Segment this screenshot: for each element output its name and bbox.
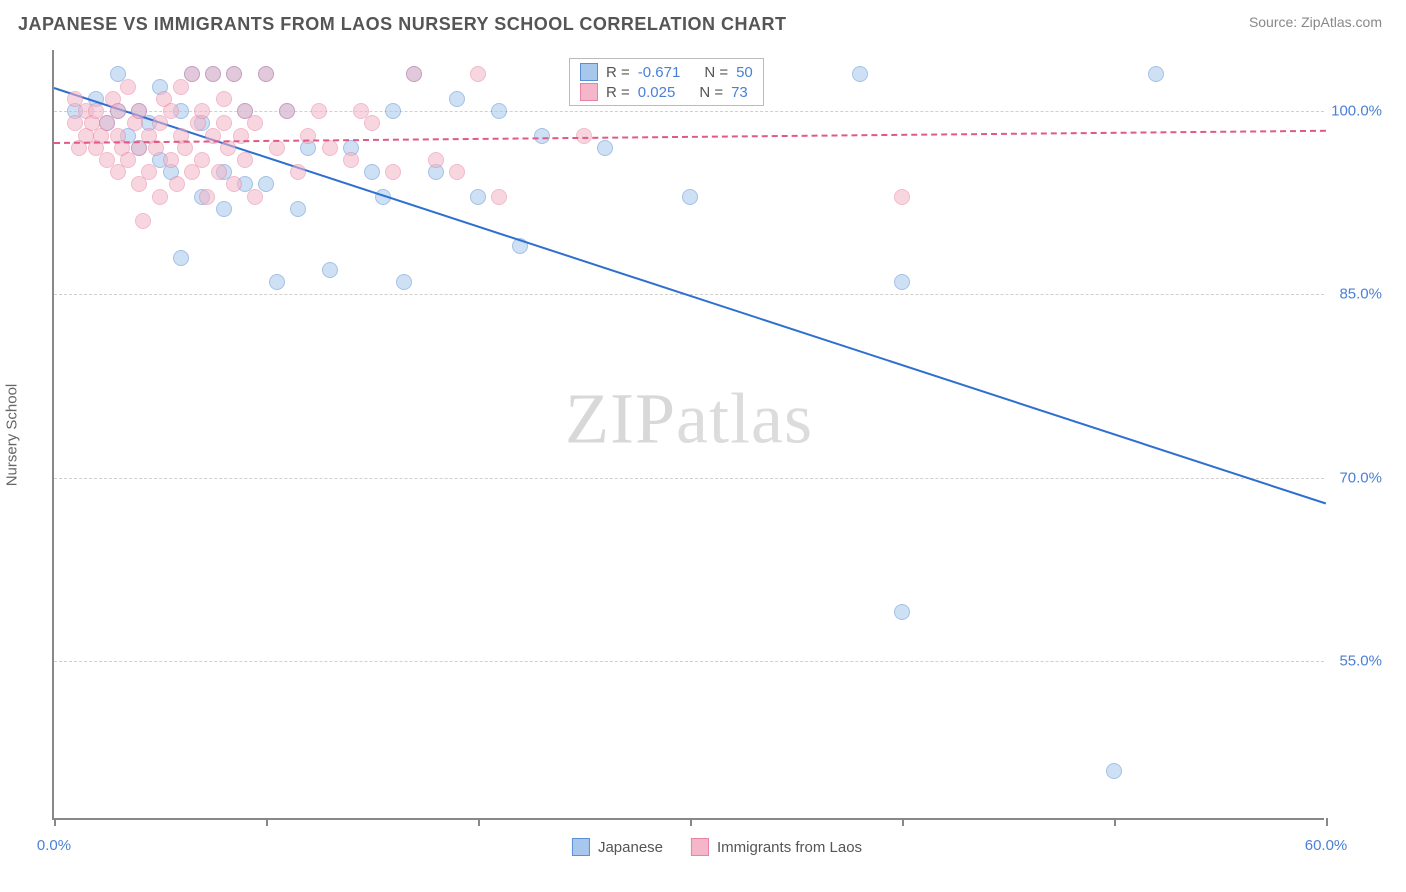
y-axis-label: Nursery School: [4, 384, 21, 487]
data-point: [1106, 763, 1122, 779]
data-point: [216, 115, 232, 131]
data-point: [385, 164, 401, 180]
data-point: [894, 604, 910, 620]
gridline: [54, 661, 1324, 662]
data-point: [322, 140, 338, 156]
x-tick: [1114, 818, 1116, 826]
y-tick-label: 100.0%: [1331, 103, 1382, 120]
y-tick-label: 55.0%: [1339, 653, 1382, 670]
data-point: [597, 140, 613, 156]
chart-container: Nursery School ZIPatlas 55.0%70.0%85.0%1…: [52, 50, 1382, 820]
legend-swatch: [572, 838, 590, 856]
data-point: [216, 201, 232, 217]
data-point: [322, 262, 338, 278]
data-point: [135, 213, 151, 229]
data-point: [894, 274, 910, 290]
data-point: [211, 164, 227, 180]
data-point: [290, 164, 306, 180]
data-point: [269, 140, 285, 156]
n-label: N =: [704, 64, 728, 81]
data-point: [226, 66, 242, 82]
legend-swatch: [580, 63, 598, 81]
data-point: [576, 128, 592, 144]
data-point: [110, 103, 126, 119]
data-point: [894, 189, 910, 205]
data-point: [343, 152, 359, 168]
data-point: [290, 201, 306, 217]
data-point: [364, 164, 380, 180]
data-point: [194, 152, 210, 168]
chart-title: JAPANESE VS IMMIGRANTS FROM LAOS NURSERY…: [18, 14, 787, 35]
legend-item: Japanese: [572, 838, 663, 856]
data-point: [449, 91, 465, 107]
data-point: [279, 103, 295, 119]
x-tick-label: 60.0%: [1305, 837, 1348, 854]
data-point: [1148, 66, 1164, 82]
correlation-legend: R =-0.671N =50R =0.025N =73: [569, 58, 764, 106]
data-point: [163, 152, 179, 168]
y-tick-label: 70.0%: [1339, 469, 1382, 486]
data-point: [205, 66, 221, 82]
data-point: [406, 66, 422, 82]
data-point: [226, 176, 242, 192]
legend-swatch: [580, 83, 598, 101]
y-tick-label: 85.0%: [1339, 286, 1382, 303]
data-point: [428, 152, 444, 168]
gridline: [54, 478, 1324, 479]
x-tick: [902, 818, 904, 826]
data-point: [470, 189, 486, 205]
x-tick: [54, 818, 56, 826]
legend-item: Immigrants from Laos: [691, 838, 862, 856]
watermark: ZIPatlas: [565, 377, 813, 460]
data-point: [199, 189, 215, 205]
legend-row: R = -0.671 N = 50: [580, 63, 753, 81]
data-point: [163, 103, 179, 119]
data-point: [385, 103, 401, 119]
r-value: 0.025: [638, 84, 676, 101]
data-point: [470, 66, 486, 82]
data-point: [173, 250, 189, 266]
data-point: [269, 274, 285, 290]
data-point: [534, 128, 550, 144]
data-point: [216, 91, 232, 107]
data-point: [396, 274, 412, 290]
data-point: [258, 66, 274, 82]
data-point: [194, 103, 210, 119]
legend-label: Immigrants from Laos: [717, 839, 862, 856]
legend-swatch: [691, 838, 709, 856]
x-tick: [1326, 818, 1328, 826]
plot-area: ZIPatlas 55.0%70.0%85.0%100.0%0.0%60.0%R…: [52, 50, 1324, 820]
series-legend: Japanese Immigrants from Laos: [572, 838, 862, 856]
data-point: [247, 115, 263, 131]
x-tick: [478, 818, 480, 826]
data-point: [852, 66, 868, 82]
data-point: [169, 176, 185, 192]
n-value: 73: [731, 84, 748, 101]
data-point: [152, 189, 168, 205]
data-point: [247, 189, 263, 205]
x-tick: [690, 818, 692, 826]
data-point: [131, 103, 147, 119]
legend-label: Japanese: [598, 839, 663, 856]
data-point: [491, 189, 507, 205]
data-point: [184, 66, 200, 82]
x-tick: [266, 818, 268, 826]
data-point: [237, 152, 253, 168]
data-point: [120, 79, 136, 95]
source-label: Source: ZipAtlas.com: [1249, 14, 1382, 30]
data-point: [311, 103, 327, 119]
n-value: 50: [736, 64, 753, 81]
r-label: R =: [606, 84, 630, 101]
legend-row: R = 0.025 N = 73: [580, 83, 753, 101]
r-label: R =: [606, 64, 630, 81]
r-value: -0.671: [638, 64, 681, 81]
data-point: [364, 115, 380, 131]
n-label: N =: [699, 84, 723, 101]
data-point: [449, 164, 465, 180]
data-point: [682, 189, 698, 205]
data-point: [491, 103, 507, 119]
x-tick-label: 0.0%: [37, 837, 71, 854]
data-point: [141, 164, 157, 180]
